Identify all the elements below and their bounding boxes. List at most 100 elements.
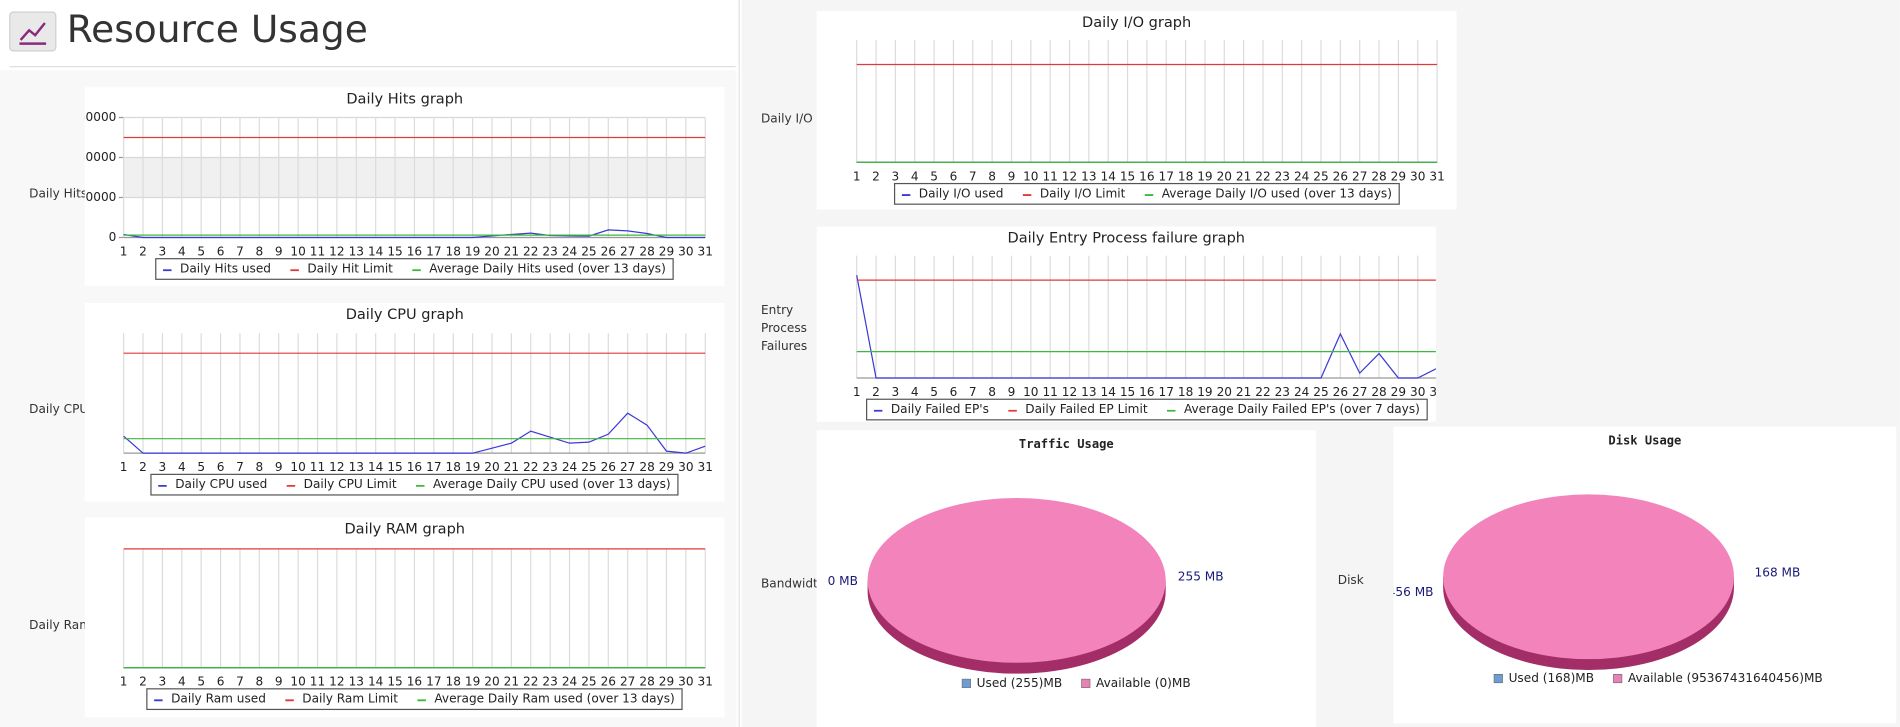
x-tick-label: 23 — [542, 460, 557, 474]
x-tick-label: 31 — [1429, 385, 1444, 399]
x-tick-label: 7 — [236, 675, 244, 689]
x-tick-label: 27 — [1352, 385, 1367, 399]
x-tick-label: 25 — [581, 245, 596, 259]
x-tick-label: 7 — [236, 245, 244, 259]
x-tick-label: 23 — [1275, 169, 1290, 183]
legend-label: Average Daily Hits used (over 13 days) — [429, 261, 666, 275]
legend-label: Daily I/O used — [919, 186, 1004, 200]
x-tick-label: 26 — [601, 675, 616, 689]
x-tick-label: 15 — [387, 245, 402, 259]
x-tick-label: 26 — [601, 460, 616, 474]
x-tick-label: 16 — [1139, 169, 1154, 183]
row-label-box: Bandwidth — [760, 577, 826, 592]
x-tick-label: 27 — [620, 245, 635, 259]
row-label-box: Daily Ram — [29, 619, 91, 632]
x-tick-label: 1 — [120, 245, 128, 259]
x-tick-label: 2 — [139, 460, 147, 474]
row-label-box: Daily Hits — [29, 187, 88, 202]
series-line — [856, 275, 1436, 379]
x-tick-label: 28 — [639, 245, 654, 259]
x-tick-label: 8 — [255, 245, 263, 259]
x-tick-label: 23 — [1275, 385, 1290, 399]
row-label-box: Daily CPU — [29, 403, 88, 416]
x-tick-label: 24 — [562, 245, 578, 259]
x-tick-label: 5 — [197, 460, 205, 474]
x-tick-label: 31 — [698, 675, 713, 689]
x-tick-label: 17 — [1159, 169, 1174, 183]
x-tick-label: 31 — [1429, 169, 1444, 183]
row-label-box: Entry Process Failures — [761, 304, 807, 354]
x-tick-label: 18 — [446, 675, 461, 689]
x-tick-label: 21 — [504, 460, 519, 474]
x-tick-label: 24 — [562, 675, 578, 689]
x-tick-label: 10 — [1023, 385, 1038, 399]
x-tick-label: 4 — [178, 675, 186, 689]
x-tick-label: 11 — [310, 675, 325, 689]
x-tick-label: 1 — [120, 675, 128, 689]
x-tick-label: 13 — [1081, 385, 1096, 399]
legend-label: Average Daily Ram used (over 13 days) — [434, 692, 674, 706]
x-tick-label: 20 — [484, 460, 499, 474]
header-icon — [9, 11, 57, 52]
x-tick-label: 18 — [446, 460, 461, 474]
x-tick-label: 28 — [1371, 385, 1386, 399]
x-tick-label: 21 — [1236, 169, 1251, 183]
x-tick-label: 21 — [504, 245, 519, 259]
x-tick-label: 20 — [484, 245, 499, 259]
x-tick-label: 26 — [1333, 385, 1348, 399]
x-tick-label: 5 — [197, 245, 205, 259]
x-tick-label: 21 — [1236, 385, 1251, 399]
x-tick-label: 15 — [1120, 169, 1135, 183]
x-tick-label: 13 — [1081, 169, 1096, 183]
x-tick-label: 25 — [1313, 169, 1328, 183]
x-tick-label: 5 — [930, 385, 938, 399]
pie-slice — [1443, 494, 1734, 660]
x-tick-label: 2 — [139, 245, 147, 259]
x-tick-label: 11 — [1042, 385, 1057, 399]
x-tick-label: 20 — [1217, 169, 1232, 183]
x-tick-label: 30 — [678, 460, 693, 474]
row-label: Daily Hits — [29, 187, 88, 202]
x-tick-label: 22 — [1255, 169, 1270, 183]
x-tick-label: 16 — [1139, 385, 1154, 399]
x-tick-label: 10 — [290, 675, 305, 689]
x-tick-label: 10 — [290, 460, 305, 474]
x-tick-label: 12 — [329, 245, 344, 259]
x-tick-label: 5 — [930, 169, 938, 183]
x-tick-label: 4 — [178, 460, 186, 474]
row-label-box: Daily I/O — [761, 113, 813, 126]
slice-label: 456 MB — [1388, 585, 1434, 599]
x-tick-label: 4 — [911, 385, 919, 399]
x-tick-label: 27 — [1352, 169, 1367, 183]
x-tick-label: 9 — [275, 675, 283, 689]
charts: Daily Hits Daily Hits graph 0 20000 40000 600… — [29, 10, 1897, 727]
x-tick-label: 12 — [329, 675, 344, 689]
row-label: Bandwidth — [760, 577, 826, 592]
legend-label: Used (168)MB — [1509, 671, 1594, 685]
x-tick-label: 18 — [446, 245, 461, 259]
legend: Daily Hits used Daily Hit Limit Average Da… — [155, 258, 674, 280]
x-tick-label: 11 — [1042, 169, 1057, 183]
x-tick-label: 13 — [349, 245, 364, 259]
x-tick-label: 3 — [159, 460, 167, 474]
x-tick-label: 12 — [329, 460, 344, 474]
x-tick-label: 16 — [407, 460, 422, 474]
x-tick-label: 4 — [911, 169, 919, 183]
x-tick-label: 8 — [255, 460, 263, 474]
x-tick-label: 3 — [159, 675, 167, 689]
x-tick-label: 12 — [1062, 169, 1077, 183]
x-tick-label: 18 — [1178, 169, 1193, 183]
x-tick-label: 29 — [659, 675, 674, 689]
x-tick-label: 24 — [562, 460, 578, 474]
x-tick-label: 22 — [1255, 385, 1270, 399]
chart: Traffic Usage 255 MB 0 MB Used (255)MB Avail… — [828, 437, 1224, 690]
x-tick-label: 6 — [217, 675, 225, 689]
chart-title: Daily I/O graph — [1082, 15, 1191, 31]
x-tick-label: 29 — [1391, 169, 1406, 183]
x-tick-label: 17 — [1159, 385, 1174, 399]
x-tick-label: 19 — [465, 460, 480, 474]
